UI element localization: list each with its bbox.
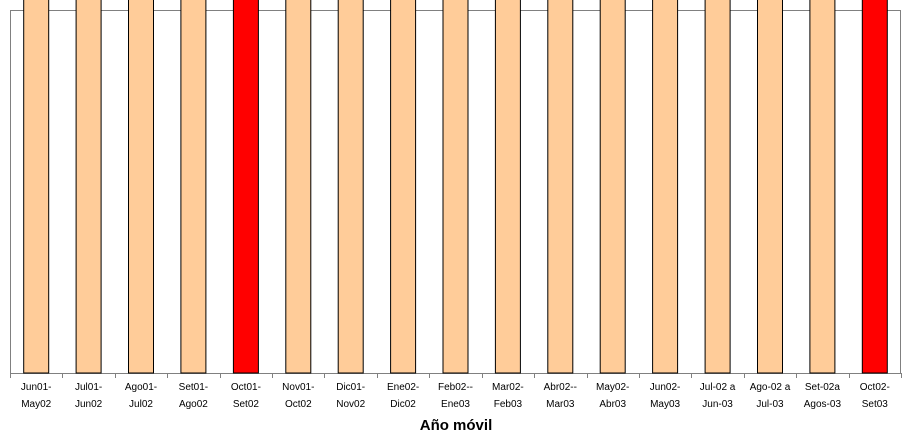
bar <box>494 0 521 374</box>
x-tick-label: Nov02 <box>336 399 365 410</box>
x-tick-label: Agos-03 <box>804 399 842 410</box>
bar <box>23 0 50 374</box>
x-tick-label: Ene02- <box>387 382 419 393</box>
bar <box>704 0 731 374</box>
x-tick-label: Jul01- <box>75 382 102 393</box>
x-tick-label: Mar02- <box>492 382 524 393</box>
x-tick-label: Oct01- <box>231 382 261 393</box>
x-tick-label: Jul-03 <box>756 399 784 410</box>
x-tick-label: Set03 <box>862 399 889 410</box>
bar-highlighted <box>861 0 888 374</box>
x-tick-label: Jun01- <box>21 382 52 393</box>
x-tick-label: Oct02 <box>285 399 312 410</box>
x-tick-label: May02- <box>596 382 629 393</box>
x-tick-label: Jul-02 a <box>700 382 736 393</box>
x-tick-label: Mar03 <box>546 399 575 410</box>
x-tick-label: Set01- <box>179 382 208 393</box>
x-ticks-group <box>10 373 902 378</box>
bar <box>599 0 626 374</box>
x-tick-label: Set02 <box>233 399 260 410</box>
bar <box>652 0 679 374</box>
x-tick-label: Ago-02 a <box>750 382 791 393</box>
x-tick-label: Ago01- <box>125 382 157 393</box>
bar <box>442 0 469 374</box>
x-tick-label: Feb03 <box>494 399 523 410</box>
bar <box>75 0 102 374</box>
bars-group <box>23 0 888 374</box>
bar <box>809 0 836 374</box>
x-tick-label: Dic01- <box>336 382 365 393</box>
x-tick-label: Ene03 <box>441 399 470 410</box>
x-tick-label: Oct02- <box>860 382 890 393</box>
bar <box>180 0 207 374</box>
bar <box>285 0 312 374</box>
x-tick-label: Jun-03 <box>702 399 733 410</box>
x-tick-label: Jun02- <box>650 382 681 393</box>
bar <box>757 0 783 374</box>
x-tick-labels-group: Jun01- May02 Jul01- Jun02 Ago01- Jul02 Set01- A… <box>21 382 890 410</box>
bar-highlighted <box>232 0 259 374</box>
x-tick-label: May03 <box>650 399 680 410</box>
x-axis-title: Año móvil <box>420 417 493 434</box>
x-tick-label: Nov01- <box>282 382 314 393</box>
x-tick-label: Jul02 <box>129 399 153 410</box>
x-tick-label: Ago02 <box>179 399 208 410</box>
bar <box>390 0 417 374</box>
bar <box>128 0 154 374</box>
x-tick-label: May02 <box>21 399 51 410</box>
x-tick-label: Abr03 <box>599 399 626 410</box>
x-tick-label: Feb02-- <box>438 382 473 393</box>
x-tick-label: Abr02-- <box>544 382 577 393</box>
bar <box>337 0 364 374</box>
x-tick-label: Dic02 <box>390 399 416 410</box>
x-tick-label: Jun02 <box>75 399 103 410</box>
x-tick-label: Set-02a <box>805 382 840 393</box>
bar <box>547 0 574 374</box>
